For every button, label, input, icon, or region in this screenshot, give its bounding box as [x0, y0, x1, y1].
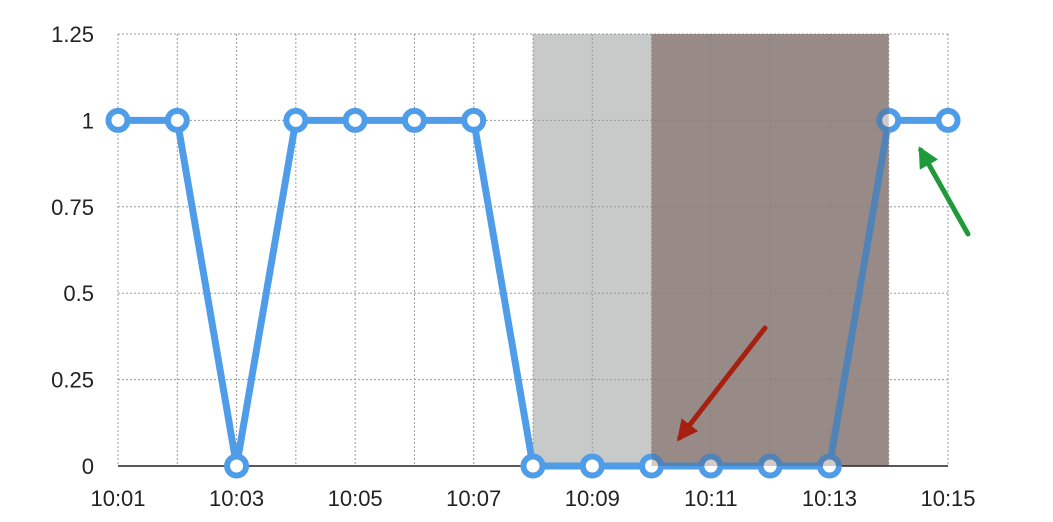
x-tick-label: 10:01	[90, 486, 145, 511]
red-arrow-icon	[676, 325, 768, 442]
x-tick-label: 10:05	[328, 486, 383, 511]
data-point	[876, 107, 902, 133]
data-point	[461, 107, 487, 133]
x-tick-label: 10:09	[565, 486, 620, 511]
shaded-region-overlay	[651, 34, 889, 466]
y-tick-label: 0.5	[63, 281, 94, 306]
data-point	[698, 453, 724, 479]
data-point	[164, 107, 190, 133]
data-point	[579, 453, 605, 479]
x-axis-tick-labels: 10:01 10:03 10:05 10:07 10:09 10:11 10:13 10:15	[90, 486, 975, 511]
y-tick-label: 1	[82, 108, 94, 133]
y-tick-label: 1.25	[51, 22, 94, 47]
annotations	[676, 146, 971, 442]
x-tick-label: 10:15	[920, 486, 975, 511]
data-point	[342, 107, 368, 133]
x-tick-label: 10:07	[446, 486, 501, 511]
y-tick-label: 0.75	[51, 195, 94, 220]
data-point	[935, 107, 961, 133]
data-point	[757, 453, 783, 479]
data-point	[283, 107, 309, 133]
x-tick-label: 10:11	[684, 486, 737, 511]
data-point	[639, 453, 665, 479]
x-tick-label: 10:13	[802, 486, 857, 511]
green-arrow-icon	[918, 146, 971, 237]
x-tick-label: 10:03	[209, 486, 264, 511]
data-point	[401, 107, 427, 133]
data-point	[224, 453, 250, 479]
grid	[117, 33, 949, 466]
y-axis-tick-labels: 0 0.25 0.5 0.75 1 1.25	[51, 22, 94, 479]
y-tick-label: 0.25	[51, 368, 94, 393]
data-point	[816, 453, 842, 479]
y-tick-label: 0	[82, 454, 94, 479]
data-point	[520, 453, 546, 479]
series-group	[105, 34, 961, 479]
data-point	[105, 107, 131, 133]
